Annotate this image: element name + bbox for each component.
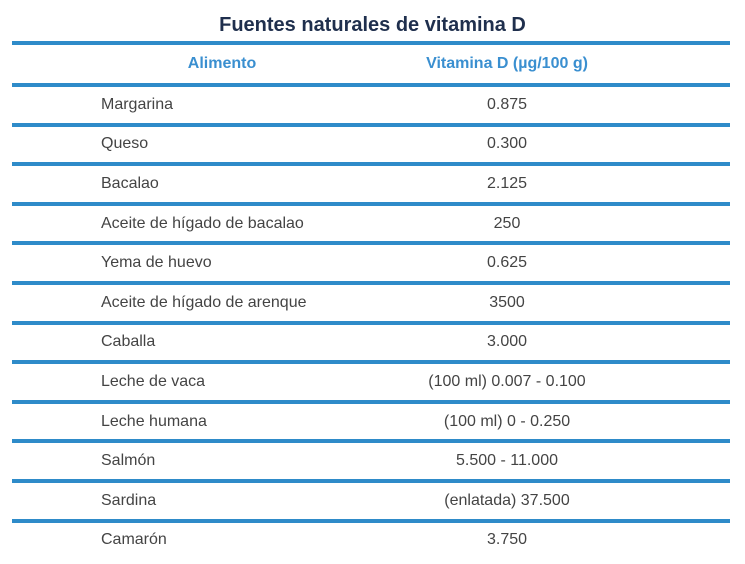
table-row: Caballa 3.000 — [12, 325, 730, 361]
food-name: Queso — [101, 135, 149, 153]
table-row: Aceite de hígado de arenque 3500 — [12, 285, 730, 321]
vitamin-d-value: 2.125 — [486, 174, 528, 192]
table-divider — [12, 399, 730, 404]
vitamin-d-value: 0.875 — [486, 95, 528, 113]
vitamin-d-table: Alimento Vitamina D (µg/100 g) Margarina… — [12, 41, 730, 558]
column-header-food: Alimento — [187, 55, 257, 72]
table-row: Bacalao 2.125 — [12, 166, 730, 202]
table-divider — [12, 241, 730, 246]
table-divider — [12, 518, 730, 523]
table-row: Queso 0.300 — [12, 127, 730, 163]
vitamin-d-value: 3.750 — [486, 531, 528, 549]
table-divider — [12, 478, 730, 483]
vitamin-d-value: 0.625 — [486, 254, 528, 272]
table-divider — [12, 360, 730, 365]
vitamin-d-value: 3.000 — [486, 333, 528, 351]
food-name: Aceite de hígado de bacalao — [101, 214, 304, 232]
food-name: Camarón — [101, 531, 167, 549]
vitamin-d-value: (enlatada) 37.500 — [444, 491, 570, 509]
table-row: Salmón 5.500 - 11.000 — [12, 443, 730, 479]
table-row: Yema de huevo 0.625 — [12, 245, 730, 281]
page-title: Fuentes naturales de vitamina D — [219, 14, 526, 36]
table-divider — [12, 280, 730, 285]
table-divider — [12, 122, 730, 127]
table-row: Aceite de hígado de bacalao 250 — [12, 206, 730, 242]
vitamin-d-value: (100 ml) 0 - 0.250 — [443, 412, 571, 430]
food-name: Sardina — [101, 491, 157, 509]
food-name: Aceite de hígado de arenque — [101, 293, 307, 311]
table-row: Margarina 0.875 — [12, 87, 730, 123]
table-divider — [12, 41, 730, 45]
food-name: Yema de huevo — [101, 254, 212, 272]
table-divider — [12, 162, 730, 167]
table-divider — [12, 320, 730, 325]
food-name: Leche humana — [101, 412, 207, 430]
table-row: Leche de vaca (100 ml) 0.007 - 0.100 — [12, 364, 730, 400]
table-divider — [12, 201, 730, 206]
vitamin-d-value: 3500 — [489, 293, 525, 311]
vitamin-d-value: (100 ml) 0.007 - 0.100 — [428, 372, 586, 390]
food-name: Caballa — [101, 333, 156, 351]
table-divider — [12, 83, 730, 87]
vitamin-d-value: 250 — [493, 214, 521, 232]
food-name: Margarina — [101, 95, 174, 113]
vitamin-d-value: 0.300 — [486, 135, 528, 153]
vitamin-d-value: 5.500 - 11.000 — [455, 452, 558, 470]
food-name: Leche de vaca — [101, 372, 206, 390]
column-header-vitamin-d: Vitamina D (µg/100 g) — [426, 55, 588, 72]
table-row: Leche humana (100 ml) 0 - 0.250 — [12, 404, 730, 440]
table-row: Camarón 3.750 — [12, 523, 730, 559]
table-header-row: Alimento Vitamina D (µg/100 g) — [12, 45, 730, 83]
table-row: Sardina (enlatada) 37.500 — [12, 483, 730, 519]
food-name: Salmón — [101, 452, 156, 470]
food-name: Bacalao — [101, 174, 159, 192]
table-divider — [12, 439, 730, 444]
